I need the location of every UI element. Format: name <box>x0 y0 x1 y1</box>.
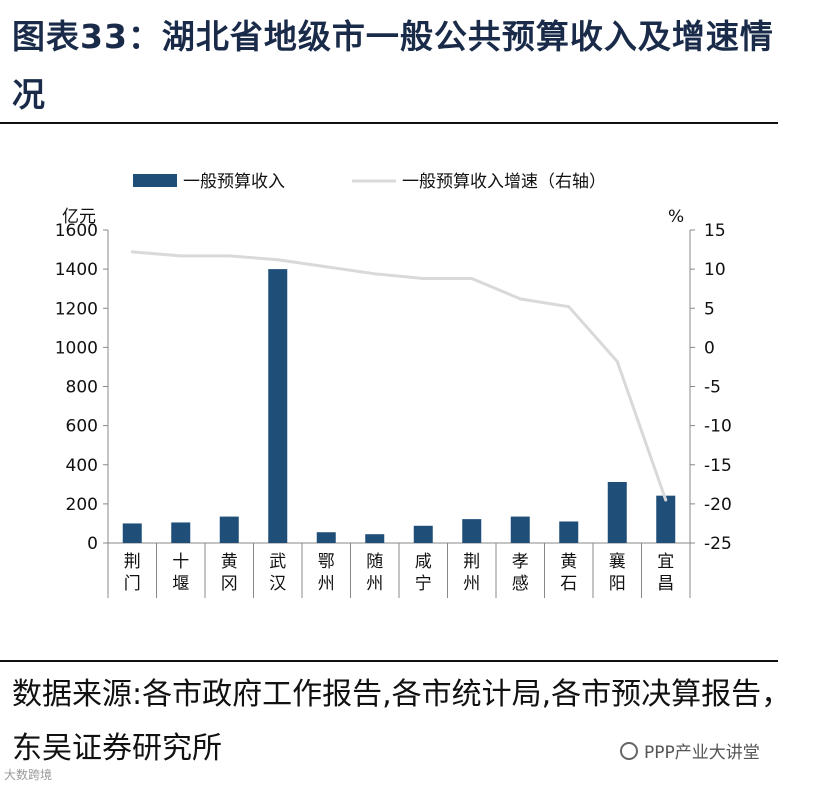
bar <box>607 481 627 543</box>
x-tick-label: 荆门 <box>124 552 141 594</box>
right-tick-label: -25 <box>704 534 732 554</box>
bar <box>413 525 433 543</box>
x-tick-label: 鄂州 <box>318 552 335 594</box>
watermark-left: 大数跨境 <box>4 768 53 782</box>
growth-point <box>470 277 474 281</box>
growth-point <box>518 297 522 301</box>
bar <box>268 269 288 543</box>
bar <box>219 516 239 543</box>
left-tick-label: 1600 <box>55 221 98 241</box>
source-divider <box>0 660 778 662</box>
left-tick-label: 200 <box>66 495 98 515</box>
right-tick-label: -10 <box>704 417 732 437</box>
bar <box>559 521 579 543</box>
legend-bar-label: 一般预算收入 <box>183 172 285 192</box>
x-tick-label: 荆州 <box>463 552 480 594</box>
left-tick-label: 800 <box>66 378 98 398</box>
bar <box>365 534 385 543</box>
right-axis-unit: % <box>668 207 684 227</box>
x-tick-label: 襄阳 <box>609 551 626 594</box>
x-tick-label: 武汉 <box>269 552 286 594</box>
right-tick-label: 5 <box>704 299 715 319</box>
x-tick-label: 黄石 <box>560 552 577 594</box>
wechat-icon <box>620 741 638 760</box>
right-tick-label: -15 <box>704 456 732 476</box>
growth-point <box>373 272 377 276</box>
x-tick-label: 十堰 <box>172 552 189 594</box>
left-tick-label: 1200 <box>55 299 98 319</box>
bar <box>171 522 191 543</box>
page-title: 图表33：湖北省地级市一般公共预算收入及增速情况 <box>12 17 774 114</box>
left-tick-label: 400 <box>66 456 98 476</box>
right-tick-label: 0 <box>704 338 715 358</box>
growth-point <box>324 265 328 269</box>
bar <box>316 532 336 543</box>
growth-point <box>276 258 280 262</box>
growth-line <box>132 250 668 501</box>
title-divider <box>0 122 778 124</box>
x-tick-label: 随州 <box>366 552 383 594</box>
watermark-right: PPP产业大讲堂 <box>620 738 760 763</box>
bar <box>462 519 482 543</box>
legend-line-label: 一般预算收入增速（右轴） <box>402 172 606 192</box>
left-tick-label: 600 <box>66 417 98 437</box>
left-tick-label: 1000 <box>55 338 98 358</box>
growth-point <box>421 277 425 281</box>
right-tick-label: -20 <box>704 495 732 515</box>
growth-point <box>567 305 571 309</box>
left-tick-label: 1400 <box>55 260 98 280</box>
watermark-right-text: PPP产业大讲堂 <box>644 743 760 763</box>
growth-point <box>130 250 134 254</box>
x-tick-label: 宜昌 <box>657 552 674 594</box>
right-tick-label: 10 <box>704 260 726 280</box>
growth-point <box>615 359 619 363</box>
x-tick-label: 黄冈 <box>221 552 238 594</box>
growth-point <box>664 498 668 502</box>
legend-bar-swatch <box>133 174 177 187</box>
x-tick-label: 孝感 <box>512 552 529 594</box>
right-tick-label: -5 <box>704 378 721 398</box>
bar <box>510 516 530 543</box>
right-tick-label: 15 <box>704 221 726 241</box>
x-tick-label: 咸宁 <box>415 552 432 594</box>
bar <box>122 523 142 543</box>
chart: 0 200 400 600 800 1000 1200 1400 1600 -25 -20 -15 -1… <box>55 172 732 598</box>
bar <box>656 495 676 543</box>
source-note: 数据来源:各市政府工作报告,各市统计局,各市预决算报告，东吴证券研究所 <box>12 677 792 766</box>
growth-point <box>179 254 183 258</box>
growth-point <box>227 254 231 258</box>
left-tick-label: 0 <box>87 534 98 554</box>
left-axis-unit: 亿元 <box>62 207 96 227</box>
